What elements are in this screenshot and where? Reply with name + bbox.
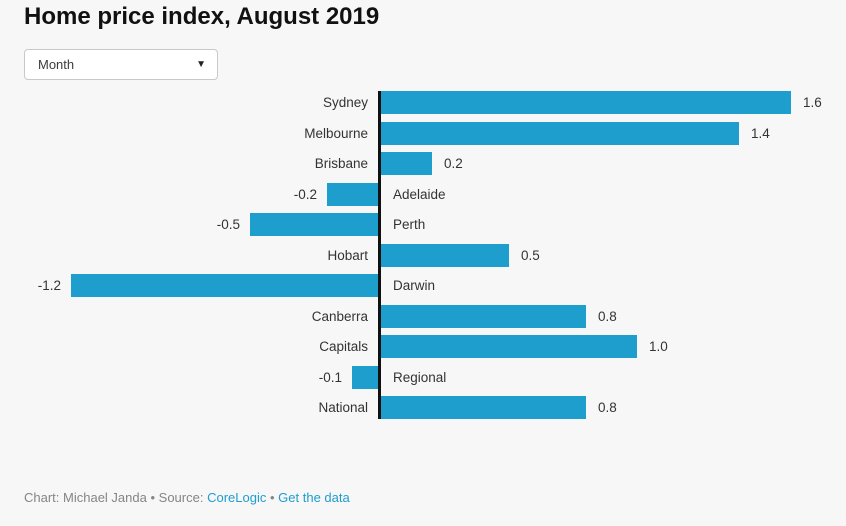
chevron-down-icon: ▼ (196, 59, 206, 70)
bar-row: Brisbane 0.2 (0, 152, 846, 175)
value-label: -0.2 (293, 187, 317, 202)
category-label: Melbourne (304, 126, 368, 141)
source-label: Source: (158, 490, 204, 505)
bar-melbourne (381, 122, 739, 145)
get-data-link[interactable]: Get the data (278, 490, 350, 505)
bar-row: Regional -0.1 (0, 366, 846, 389)
value-label: 1.6 (803, 95, 822, 110)
value-label: 0.5 (521, 248, 540, 263)
bar-canberra (381, 305, 586, 328)
bar-row: Darwin -1.2 (0, 274, 846, 297)
bar-row: Canberra 0.8 (0, 305, 846, 328)
value-label: 0.2 (444, 156, 463, 171)
value-label: 0.8 (598, 400, 617, 415)
category-label: Brisbane (314, 156, 368, 171)
period-dropdown[interactable]: Month ▼ (24, 49, 218, 80)
value-label: -0.1 (318, 370, 342, 385)
bar-perth (250, 213, 378, 236)
bar-adelaide (327, 183, 378, 206)
bar-capitals (381, 335, 637, 358)
bar-row: Sydney 1.6 (0, 91, 846, 114)
bar-regional (352, 366, 378, 389)
bar-row: Adelaide -0.2 (0, 183, 846, 206)
value-label: 1.0 (649, 339, 668, 354)
value-label: 1.4 (751, 126, 770, 141)
bar-row: Hobart 0.5 (0, 244, 846, 267)
bar-darwin (71, 274, 378, 297)
bar-row: Capitals 1.0 (0, 335, 846, 358)
category-label: Canberra (311, 309, 368, 324)
chart-title: Home price index, August 2019 (24, 3, 380, 30)
chart-footer: Chart: Michael Janda • Source: CoreLogic… (24, 490, 350, 505)
value-label: 0.8 (598, 309, 617, 324)
bar-row: National 0.8 (0, 396, 846, 419)
category-label: Sydney (322, 95, 368, 110)
bar-sydney (381, 91, 791, 114)
footer-separator: • (150, 490, 156, 505)
value-label: -1.2 (37, 278, 61, 293)
byline-text: Chart: Michael Janda (24, 490, 147, 505)
source-link[interactable]: CoreLogic (207, 490, 267, 505)
category-label: Adelaide (393, 187, 446, 202)
category-label: Perth (393, 217, 426, 232)
bar-national (381, 396, 586, 419)
category-label: Capitals (319, 339, 368, 354)
period-dropdown-value: Month (38, 57, 75, 72)
category-label: Regional (393, 370, 447, 385)
bar-brisbane (381, 152, 432, 175)
category-label: Darwin (393, 278, 436, 293)
category-label: National (318, 400, 368, 415)
footer-separator-2: • (269, 490, 275, 505)
value-label: -0.5 (216, 217, 240, 232)
bar-hobart (381, 244, 509, 267)
category-label: Hobart (327, 248, 368, 263)
zero-axis-line (378, 91, 381, 419)
bar-row: Perth -0.5 (0, 213, 846, 236)
bar-row: Melbourne 1.4 (0, 122, 846, 145)
